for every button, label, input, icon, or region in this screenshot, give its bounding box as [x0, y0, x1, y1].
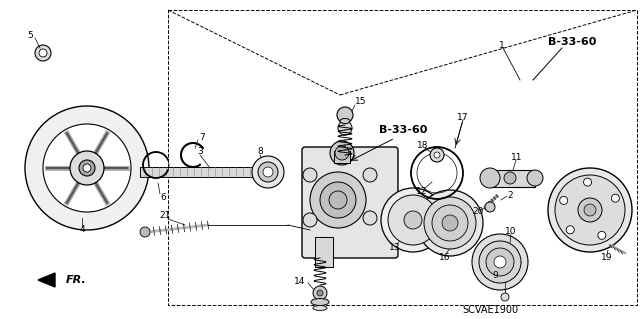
Text: 1: 1 [499, 41, 505, 49]
Text: 11: 11 [511, 152, 523, 161]
Circle shape [472, 234, 528, 290]
Text: 10: 10 [505, 227, 516, 236]
Text: 19: 19 [601, 254, 612, 263]
Circle shape [584, 178, 591, 186]
Circle shape [335, 146, 349, 160]
Text: 20: 20 [472, 207, 484, 217]
Circle shape [79, 160, 95, 176]
Circle shape [404, 211, 422, 229]
Bar [490, 170, 535, 187]
Circle shape [43, 124, 131, 212]
Text: B-33-60: B-33-60 [548, 37, 596, 47]
Circle shape [388, 195, 438, 245]
Circle shape [486, 248, 514, 276]
Circle shape [252, 156, 284, 188]
Circle shape [303, 213, 317, 227]
Circle shape [303, 168, 317, 182]
Circle shape [611, 194, 620, 202]
Circle shape [39, 49, 47, 57]
Text: 21: 21 [159, 211, 171, 220]
Text: 8: 8 [257, 147, 263, 157]
Circle shape [363, 211, 377, 225]
Text: 9: 9 [492, 271, 498, 279]
Circle shape [363, 168, 377, 182]
Circle shape [329, 191, 347, 209]
Circle shape [566, 226, 574, 234]
Ellipse shape [313, 306, 327, 310]
Ellipse shape [340, 118, 350, 123]
Circle shape [584, 204, 596, 216]
Circle shape [140, 227, 150, 237]
Circle shape [442, 215, 458, 231]
Text: 6: 6 [160, 192, 166, 202]
Circle shape [317, 290, 323, 296]
Bar [315, 237, 333, 267]
Circle shape [430, 148, 444, 162]
Bar [140, 167, 265, 177]
Circle shape [560, 197, 568, 204]
Circle shape [83, 164, 91, 172]
Circle shape [70, 151, 104, 185]
Circle shape [480, 168, 500, 188]
Circle shape [434, 152, 440, 158]
Text: SCVAE1900: SCVAE1900 [462, 305, 518, 315]
Text: 18: 18 [417, 140, 429, 150]
FancyBboxPatch shape [302, 147, 398, 258]
Circle shape [320, 182, 356, 218]
Circle shape [432, 205, 468, 241]
Circle shape [310, 172, 366, 228]
Text: 16: 16 [439, 253, 451, 262]
Circle shape [494, 256, 506, 268]
Text: 12: 12 [416, 188, 428, 197]
Circle shape [330, 141, 354, 165]
Circle shape [25, 106, 149, 230]
Text: 7: 7 [199, 132, 205, 142]
Circle shape [548, 168, 632, 252]
Text: FR.: FR. [66, 275, 87, 285]
Circle shape [504, 172, 516, 184]
Circle shape [501, 293, 509, 301]
Circle shape [598, 231, 606, 239]
Text: 13: 13 [389, 243, 401, 253]
Circle shape [527, 170, 543, 186]
Circle shape [417, 190, 483, 256]
Circle shape [381, 188, 445, 252]
Circle shape [338, 121, 352, 135]
Text: 14: 14 [294, 277, 305, 286]
Circle shape [424, 197, 476, 249]
Text: 5: 5 [27, 31, 33, 40]
Text: 17: 17 [457, 113, 468, 122]
Polygon shape [38, 273, 55, 287]
Circle shape [258, 162, 278, 182]
Circle shape [35, 45, 51, 61]
Text: 15: 15 [355, 98, 367, 107]
Circle shape [313, 286, 327, 300]
Circle shape [263, 167, 273, 177]
Circle shape [485, 202, 495, 212]
Circle shape [555, 175, 625, 245]
Ellipse shape [311, 299, 329, 306]
Circle shape [479, 241, 521, 283]
Circle shape [337, 107, 353, 123]
Text: 2: 2 [507, 190, 513, 199]
Text: B-33-60: B-33-60 [379, 125, 427, 135]
Text: 4: 4 [79, 226, 85, 234]
Text: 3: 3 [197, 147, 203, 157]
Circle shape [578, 198, 602, 222]
Bar [334, 151, 350, 163]
